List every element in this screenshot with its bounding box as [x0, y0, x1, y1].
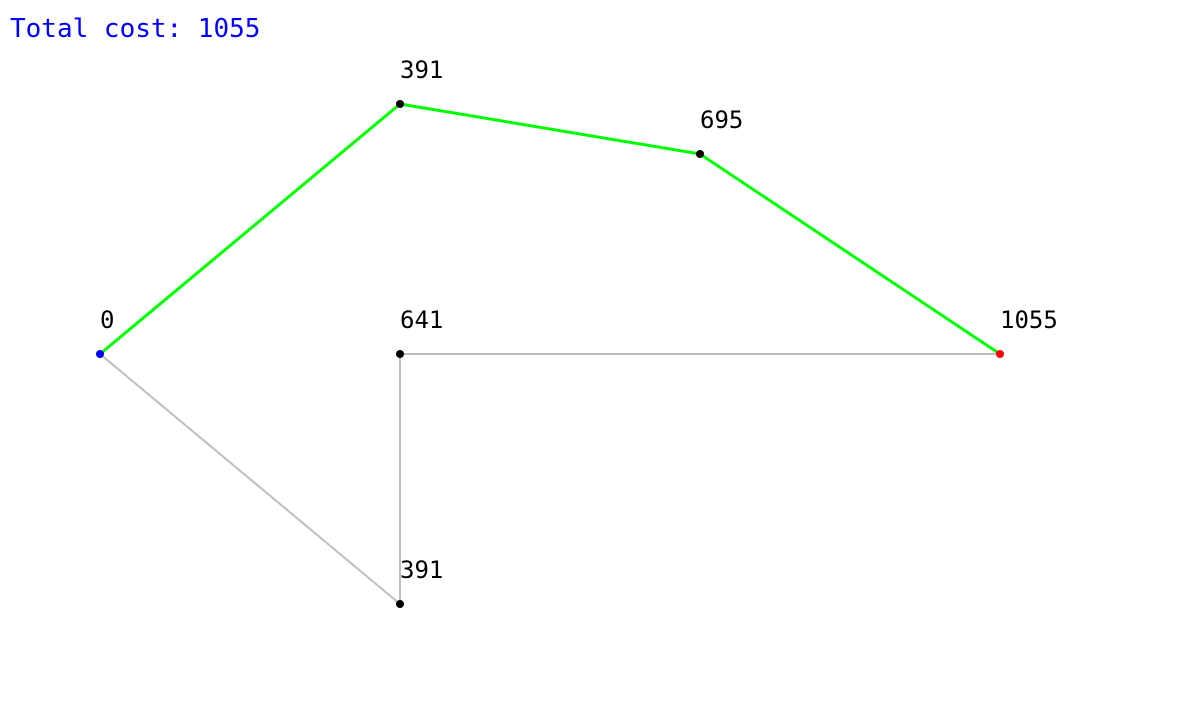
graph-node-n1 [396, 100, 404, 108]
node-cost-label-n2: 695 [700, 106, 743, 134]
node-cost-label-n3: 1055 [1000, 306, 1058, 334]
path-edge-n1-n2 [399, 102, 701, 156]
path-edge-n2-n3 [699, 152, 1001, 356]
nodes-layer [96, 100, 1004, 608]
graph-node-n5 [396, 600, 404, 608]
node-cost-label-n4: 641 [400, 306, 443, 334]
node-cost-label-n0: 0 [100, 306, 114, 334]
graph-node-n3 [996, 350, 1004, 358]
labels-layer: 0 391 695 1055 641 391 [100, 56, 1058, 584]
graph-node-n4 [396, 350, 404, 358]
node-cost-label-n1: 391 [400, 56, 443, 84]
edge-n0-n5 [99, 353, 401, 605]
edges-layer [99, 102, 1001, 605]
path-edge-n0-n1 [99, 102, 401, 356]
graph-node-n2 [696, 150, 704, 158]
total-cost-label: Total cost: 1055 [10, 14, 260, 44]
node-cost-label-n5: 391 [400, 556, 443, 584]
graph-node-n0 [96, 350, 104, 358]
